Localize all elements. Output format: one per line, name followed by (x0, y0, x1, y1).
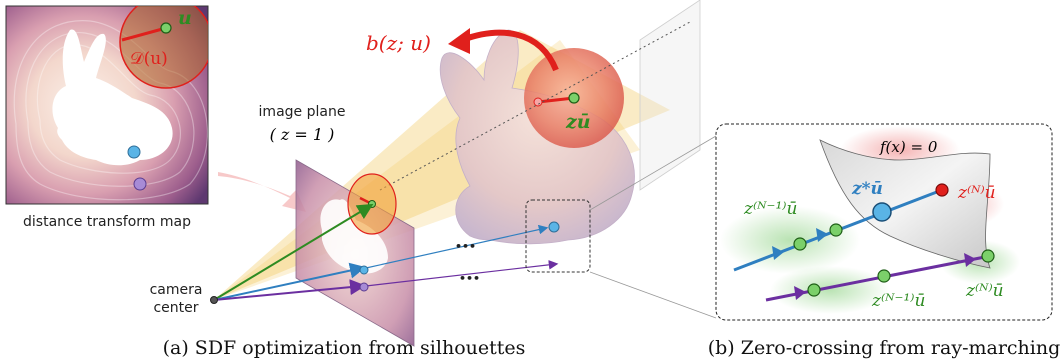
dotted-ray (379, 21, 691, 191)
zN-bottom-label: z⁽ᴺ⁾ū (965, 281, 1004, 301)
distance-transform-map: u 𝒟(u) (5, 5, 209, 205)
zoom-region (525, 199, 591, 273)
point-z-ubar (568, 92, 580, 104)
b-arrow (460, 29, 559, 72)
distance-line (121, 26, 167, 42)
image-plane-label: image plane (259, 104, 346, 120)
distance-map-caption: distance transform map (23, 214, 191, 230)
D-u-label: 𝒟(u) (130, 49, 168, 69)
z-star-label: z*ū (851, 179, 883, 199)
sample-N1-top (829, 223, 843, 237)
z-ubar-label: zū (565, 111, 591, 133)
sample-N1-bottom (877, 269, 891, 283)
zN1-bottom-label: z⁽ᴺ⁻¹⁾ū (871, 291, 925, 311)
green-ray (213, 203, 374, 301)
plane-eq-label: ( z = 1 ) (270, 125, 335, 144)
u-label: u (178, 7, 192, 29)
sample-N-bottom (981, 249, 995, 263)
bunny-silhouette (52, 29, 173, 166)
zN-top-label: z⁽ᴺ⁾ū (957, 183, 996, 203)
camera-center (210, 296, 218, 304)
b-label: b(z; u) (366, 31, 431, 55)
f-eq-label: f(x) = 0 (879, 138, 938, 156)
sample-N-top (935, 183, 949, 197)
back-plane (639, 0, 701, 191)
caption-a: (a) SDF optimization from silhouettes (163, 337, 526, 359)
zero-crossing-point (872, 202, 892, 222)
camera-label-1: camera (150, 282, 203, 298)
pixel-u-marker (160, 22, 172, 34)
ellipsis-purple: ••• (459, 272, 480, 285)
purple-ray (213, 279, 366, 301)
zero-crossing-panel: f(x) = 0 z*ū z⁽ᴺ⁾ū z⁽ᴺ⁻¹⁾ū z⁽ᴺ⁾ū z⁽ᴺ⁻¹⁾ū (715, 123, 1053, 321)
blue-pixel-marker (127, 145, 141, 159)
bunny-3d (439, 29, 635, 245)
projection-arrow (218, 172, 306, 212)
zN1-top-label: z⁽ᴺ⁻¹⁾ū (743, 199, 797, 219)
ellipsis-blue: ••• (455, 240, 476, 253)
purple-pixel-marker (133, 177, 147, 191)
camera-label-2: center (153, 300, 198, 316)
blue-ray (213, 262, 366, 301)
caption-b: (b) Zero-crossing from ray-marching (708, 337, 1061, 359)
